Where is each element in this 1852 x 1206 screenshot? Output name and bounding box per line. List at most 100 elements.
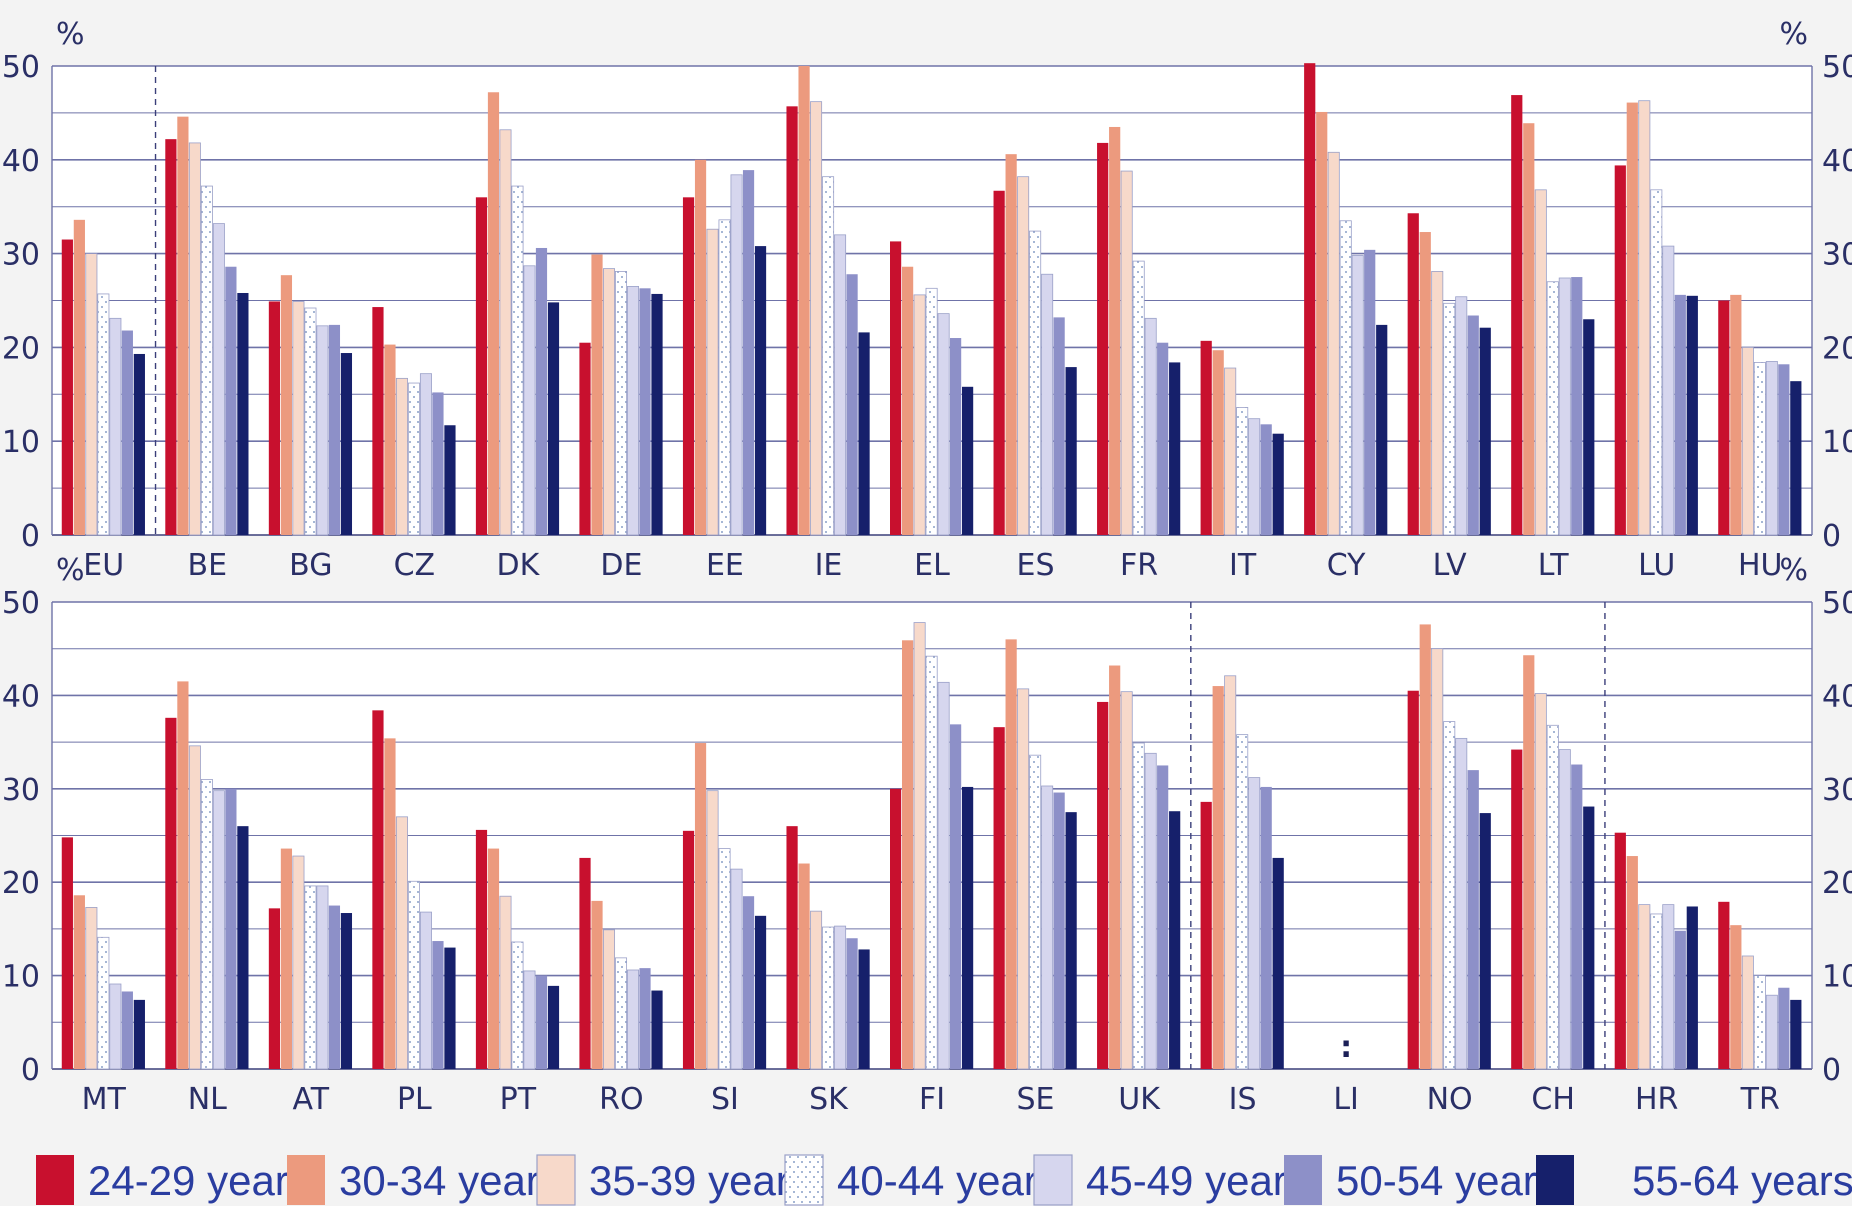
bar-DE-2 (591, 254, 603, 535)
bar-BG-7 (340, 353, 353, 535)
bar-DK-3 (499, 129, 512, 536)
category-label-NL: NL (188, 1082, 227, 1117)
bar-NO-4 (1443, 721, 1456, 1070)
bar-AT-5 (316, 885, 329, 1070)
bar-HU-7 (1790, 381, 1802, 535)
bar-FI-4 (925, 655, 938, 1070)
bar-CZ-5 (419, 373, 432, 536)
bar-EL-3 (913, 294, 926, 536)
bar-DK-2 (487, 92, 500, 535)
bar-SE-5 (1041, 785, 1054, 1070)
bar-CY-7 (1376, 324, 1388, 535)
bar-DK-4 (511, 185, 524, 536)
bar-MT-7 (133, 999, 145, 1069)
legend-swatch-4 (784, 1154, 824, 1206)
bar-FR-5 (1144, 317, 1157, 536)
bar-IT-3 (1224, 367, 1237, 536)
bar-EU-6 (121, 330, 133, 535)
bar-HU-5 (1765, 361, 1778, 536)
bar-FI-1 (890, 788, 902, 1069)
bar-UK-1 (1097, 701, 1109, 1069)
bar-EE-7 (754, 246, 767, 535)
bar-CZ-7 (444, 425, 456, 535)
bar-IE-4 (822, 176, 835, 536)
y-tick-left: 0 (21, 519, 40, 554)
bar-AT-2 (280, 848, 293, 1069)
bar-BG-3 (292, 301, 305, 536)
bar-NL-6 (225, 788, 237, 1069)
bar-FR-7 (1169, 362, 1181, 535)
bar-IT-5 (1248, 418, 1261, 536)
bar-DE-3 (603, 268, 616, 536)
bar-IT-6 (1260, 424, 1272, 535)
bar-CY-1 (1304, 63, 1316, 535)
bar-BE-3 (188, 142, 201, 536)
category-label-PT: PT (500, 1082, 537, 1117)
bar-MT-1 (61, 837, 73, 1069)
bar-FI-7 (962, 786, 974, 1069)
bar-PT-2 (487, 848, 500, 1069)
bar-LV-7 (1479, 327, 1491, 535)
category-label-UK: UK (1118, 1082, 1161, 1117)
bar-SE-4 (1029, 754, 1042, 1070)
bar-IS-7 (1272, 857, 1284, 1069)
category-label-HR: HR (1635, 1082, 1678, 1117)
bar-NO-3 (1431, 648, 1444, 1070)
unit-label-right: % (1779, 553, 1808, 588)
bar-CH-2 (1523, 655, 1535, 1069)
category-label-RO: RO (599, 1082, 643, 1117)
bar-TR-5 (1765, 994, 1778, 1070)
bar-EU-2 (73, 219, 85, 535)
category-label-LU: LU (1638, 548, 1675, 583)
bar-HR-6 (1674, 930, 1686, 1069)
bar-IE-2 (798, 66, 810, 535)
bar-EU-4 (97, 293, 110, 536)
bar-MT-2 (73, 895, 85, 1069)
bar-CY-2 (1316, 111, 1328, 535)
bar-PL-5 (419, 911, 432, 1070)
panel-1: 0 0 10 10 20 20 30 30 40 40 50 50% % EU BE BG CZ DK DE EE IE… (2, 17, 1852, 583)
bar-LV-5 (1455, 296, 1468, 536)
bar-IE-7 (858, 332, 870, 535)
legend-swatch-1 (36, 1155, 74, 1205)
bar-EE-3 (706, 228, 719, 536)
bar-TR-7 (1790, 999, 1802, 1069)
bar-IE-6 (846, 274, 858, 535)
missing-marker: : (1340, 1030, 1352, 1065)
bar-NO-1 (1407, 690, 1419, 1069)
bar-NL-1 (165, 717, 177, 1069)
bar-LT-3 (1534, 189, 1547, 536)
bar-CZ-2 (384, 344, 396, 535)
panel-2: 0 0 10 10 20 20 30 30 40 40 50 50% % MT NL AT PL PT RO SI SK… (2, 553, 1852, 1117)
bar-AT-1 (268, 908, 281, 1069)
bar-SK-4 (822, 926, 835, 1070)
category-label-EE: EE (706, 548, 744, 583)
bar-LT-6 (1571, 277, 1583, 535)
bar-EE-1 (682, 197, 695, 535)
category-label-PL: PL (397, 1082, 432, 1117)
bar-IT-4 (1236, 407, 1249, 536)
bar-SI-3 (706, 790, 719, 1070)
y-tick-left: 50 (2, 586, 40, 621)
bar-IT-2 (1212, 350, 1224, 535)
y-tick-right: 40 (1822, 144, 1852, 179)
bar-NL-5 (212, 790, 225, 1070)
bar-LV-1 (1407, 213, 1419, 536)
category-label-EL: EL (914, 548, 950, 583)
bar-HU-1 (1718, 300, 1730, 535)
category-label-IE: IE (815, 548, 843, 583)
bar-CY-5 (1351, 255, 1364, 536)
category-label-LI: LI (1333, 1082, 1359, 1117)
bar-IE-1 (786, 106, 798, 536)
y-tick-left: 10 (2, 960, 40, 995)
bar-CZ-1 (372, 307, 384, 535)
category-label-HU: HU (1738, 548, 1783, 583)
legend-label-7: 55-64 years (1632, 1157, 1852, 1204)
bar-SI-7 (754, 915, 767, 1069)
bar-FI-6 (950, 724, 962, 1069)
bar-FI-5 (937, 681, 950, 1070)
bar-HR-5 (1662, 904, 1675, 1070)
category-label-CH: CH (1531, 1082, 1575, 1117)
bar-SI-2 (694, 743, 707, 1069)
